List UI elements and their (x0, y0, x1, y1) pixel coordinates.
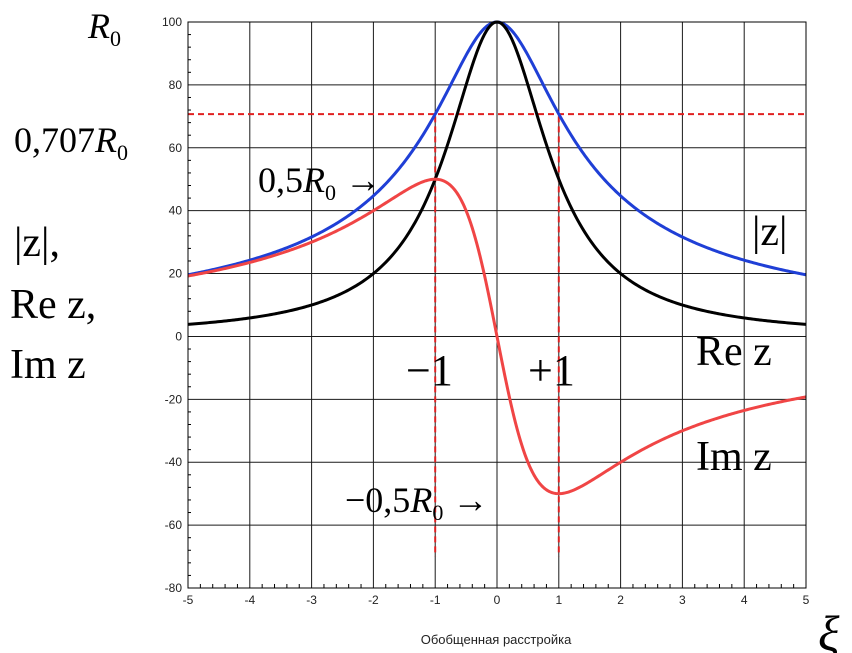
y-tick-label: 0 (175, 329, 182, 343)
left-axis-label-re: Re z, (10, 282, 96, 328)
y-tick-label: -60 (165, 518, 183, 532)
x-tick-label: -5 (183, 593, 194, 607)
reference-lines (188, 113, 808, 557)
x-symbol-xi: ξ (818, 605, 840, 653)
plot-frame (187, 21, 807, 589)
x-tick-label: 4 (741, 593, 748, 607)
grid-lines (187, 21, 807, 589)
minus-one-label: −1 (406, 346, 453, 395)
half-r0-label: 0,5R0 → (258, 160, 381, 205)
im-z-label: Im z (696, 434, 772, 480)
axis-ticks: 100 80 60 40 20 0 -20 -40 -60 -80-5 -4 -3 -2 -1 0 1 2 3 4 5 (162, 15, 810, 607)
x-tick-label: 0 (494, 593, 501, 607)
y-tick-label: 80 (169, 78, 183, 92)
y-tick-label: -40 (165, 455, 183, 469)
y-tick-label: 20 (169, 267, 183, 281)
abs-z-label: |z| (752, 209, 787, 255)
x-tick-label: -3 (306, 593, 317, 607)
y-tick-label: 60 (169, 141, 183, 155)
x-tick-label: 5 (803, 593, 810, 607)
x-tick-label: -1 (430, 593, 441, 607)
re-z-label: Re z (696, 329, 772, 375)
x-tick-label: 1 (555, 593, 562, 607)
y-tick-label: 40 (169, 204, 183, 218)
x-tick-label: 3 (679, 593, 686, 607)
y-tick-label: 100 (162, 15, 182, 29)
x-tick-label: 2 (617, 593, 624, 607)
y-tick-label: -80 (165, 581, 183, 595)
x-axis-label: Обобщенная расстройка (421, 632, 572, 647)
left-axis-label-abs: |z|, (14, 220, 60, 266)
series-line-2 (187, 177, 807, 496)
r0-label: R0 (87, 6, 121, 51)
left-axis-label-im: Im z (10, 342, 86, 388)
neg-half-r0-label: −0,5R0 → (345, 480, 488, 525)
x-tick-label: -2 (368, 593, 379, 607)
r0-707-label: 0,707R0 (14, 120, 128, 165)
y-tick-label: -20 (165, 392, 183, 406)
plus-one-label: +1 (528, 346, 575, 395)
x-tick-label: -4 (244, 593, 255, 607)
